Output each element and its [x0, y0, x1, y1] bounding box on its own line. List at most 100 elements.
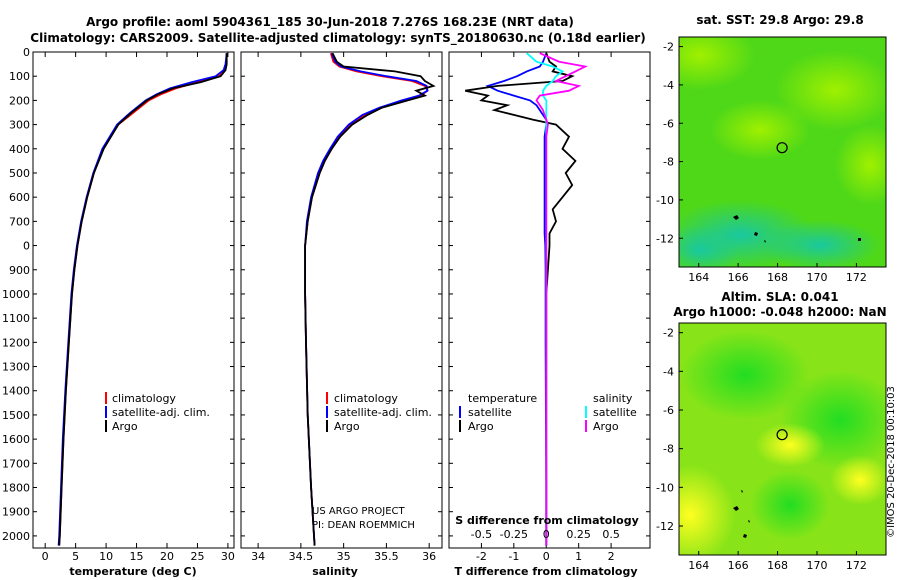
- pi-annotation: PI: DEAN ROEMMICH: [312, 520, 415, 531]
- legend-argo-label: Argo: [334, 420, 360, 433]
- sst-float-marker: [776, 142, 788, 154]
- depth-axis: 0 100 200 300 400 500 600 700 0 900 1000 1100 1200 13…: [2, 46, 30, 543]
- x-tick-label: 25: [190, 550, 204, 563]
- map-y-tick-label: -8: [663, 156, 674, 169]
- difference-x-axis: -2 -1 0 1 2: [449, 51, 650, 563]
- legend-temperature-title: temperature: [468, 392, 537, 405]
- map-x-tick-label: 168: [767, 271, 788, 284]
- sst-heatmap-blob: [679, 37, 755, 90]
- depth-tick-label: 600: [9, 191, 30, 204]
- legend-t-satellite-label: satellite: [468, 406, 512, 419]
- sla-float-marker: [776, 429, 788, 441]
- map-y-tick-label: -10: [656, 481, 674, 494]
- map-x-tick-label: 172: [846, 271, 867, 284]
- map-y-tick-label: -2: [663, 327, 674, 340]
- x-tick-label: 30: [221, 550, 235, 563]
- sla-heatmap-blob: [680, 330, 810, 420]
- x-tick-label: 0: [42, 550, 49, 563]
- legend-argo-label: Argo: [112, 420, 138, 433]
- map-y-tick-label: -4: [663, 79, 674, 92]
- difference-legend: temperature satellite Argo salinity sate…: [459, 392, 637, 433]
- map-x-tick-label: 170: [807, 559, 828, 572]
- map-y-tick-label: -10: [656, 194, 674, 207]
- x-tick-label: -1: [508, 550, 519, 563]
- x-tick-label: 34.5: [289, 550, 314, 563]
- salinity-legend: climatology satellite-adj. clim. Argo: [326, 392, 432, 433]
- legend-salinity-title: salinity: [593, 392, 633, 405]
- depth-tick-label: 200: [9, 94, 30, 107]
- legend-s-argo-label: Argo: [593, 420, 619, 433]
- depth-tick-label: 1800: [2, 482, 30, 495]
- sst-heatmap-blob: [775, 50, 886, 130]
- map-y-tick-label: -6: [663, 117, 674, 130]
- depth-tick-label: 1000: [2, 288, 30, 301]
- temperature-lines: [57, 53, 228, 546]
- x-tick-label: 1: [575, 550, 582, 563]
- depth-tick-label: 400: [9, 143, 30, 156]
- depth-tick-label: 1200: [2, 336, 30, 349]
- x-tick-label: 20: [160, 550, 174, 563]
- sla-map-title-line1: Altim. SLA: 0.041: [721, 290, 838, 304]
- salinity-xlabel: salinity: [312, 565, 358, 578]
- sst-map-title: sat. SST: 29.8 Argo: 29.8: [696, 13, 863, 27]
- salinity-axes-frame: [240, 51, 443, 549]
- sst-heatmap: [679, 37, 886, 267]
- salinity-panel: 34 34.5 35 35.5 36 salinity climatology sate…: [240, 51, 443, 578]
- sla-map-panel: Altim. SLA: 0.041 Argo h1000: -0.048 h20…: [656, 290, 887, 572]
- sst-heatmap-blob: [835, 125, 886, 205]
- depth-tick-label: 1500: [2, 409, 30, 422]
- x-tick-label: -2: [476, 550, 487, 563]
- sla-map-title-line2: Argo h1000: -0.048 h2000: NaN: [673, 305, 886, 319]
- x-tick-label: 36: [422, 550, 436, 563]
- depth-tick-label: 1400: [2, 385, 30, 398]
- sla-heatmap-blob: [755, 423, 825, 467]
- temperature-xlabel: temperature (deg C): [69, 565, 196, 578]
- sst-heatmap-blob: [710, 100, 810, 160]
- depth-tick-label: 1300: [2, 361, 30, 374]
- x-tick-label: 0: [543, 550, 550, 563]
- s-diff-tick-label: 0: [543, 528, 550, 541]
- series-line-argo: [58, 53, 228, 546]
- s-diff-tick-label: 0.25: [566, 528, 591, 541]
- temperature-axes-frame: [32, 51, 235, 549]
- legend-satellite-label: satellite-adj. clim.: [334, 406, 432, 419]
- sla-heatmap-blob: [750, 470, 830, 540]
- x-tick-label: 34: [251, 550, 265, 563]
- sst-map-panel: sat. SST: 29.8 Argo: 29.8 164 166 168 170 17…: [656, 13, 887, 284]
- legend-t-argo-label: Argo: [468, 420, 494, 433]
- temperature-legend: climatology satellite-adj. clim. Argo: [105, 392, 210, 433]
- x-tick-label: 35: [337, 550, 351, 563]
- salinity-lines: [304, 52, 436, 546]
- difference-xlabel: T difference from climatology: [454, 565, 637, 578]
- depth-tick-label: 1600: [2, 433, 30, 446]
- legend-satellite-label: satellite-adj. clim.: [112, 406, 210, 419]
- s-diff-tick-label: 0.5: [602, 528, 620, 541]
- map-x-tick-label: 166: [728, 559, 749, 572]
- salinity-diff-scale: -0.5 -0.25 0 0.25 0.5: [471, 528, 620, 541]
- x-tick-label: 35.5: [374, 550, 399, 563]
- depth-tick-label: 500: [9, 167, 30, 180]
- map-x-tick-label: 168: [767, 559, 788, 572]
- sst-heatmap-blob: [760, 220, 880, 267]
- depth-tick-label: 1700: [2, 457, 30, 470]
- temperature-x-axis: 0 5 10 15 20 25 30: [33, 51, 235, 563]
- depth-tick-label: 1100: [2, 312, 30, 325]
- series-line-s-argo: [535, 52, 589, 546]
- map-y-tick-label: -12: [656, 232, 674, 245]
- x-tick-label: 5: [72, 550, 79, 563]
- figure-title-line2: Climatology: CARS2009. Satellite-adjuste…: [30, 31, 645, 46]
- difference-lines: [465, 52, 589, 546]
- map-y-tick-label: -4: [663, 365, 674, 378]
- map-x-tick-label: 164: [688, 559, 709, 572]
- sst-map-axes: 164 166 168 170 172 -2 -4 -6 -8 -10 -12: [656, 41, 867, 284]
- depth-tick-label: 100: [9, 70, 30, 83]
- depth-tick-label: 700: [9, 215, 30, 228]
- map-y-tick-label: -8: [663, 443, 674, 456]
- legend-climatology-label: climatology: [112, 392, 176, 405]
- difference-axes-frame: [448, 51, 651, 549]
- series-line-argo: [304, 52, 436, 546]
- map-x-tick-label: 164: [688, 271, 709, 284]
- sla-map-axes: 164 166 168 170 172 -2 -4 -6 -8 -10 -12: [656, 327, 867, 572]
- s-diff-tick-label: -0.25: [500, 528, 528, 541]
